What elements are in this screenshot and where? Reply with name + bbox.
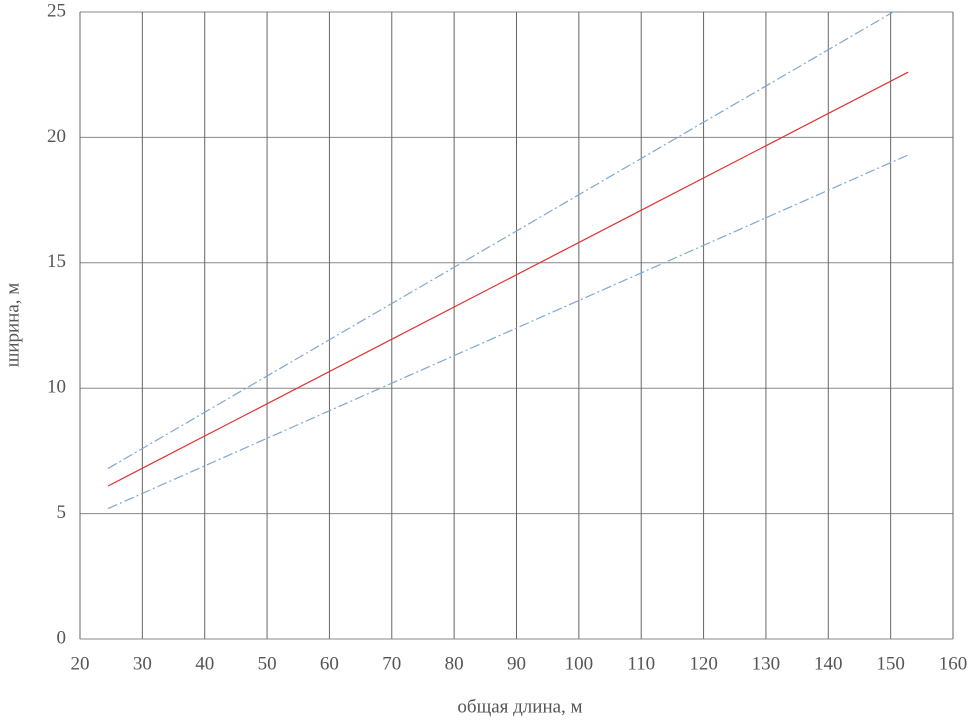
series-line: [107, 71, 909, 487]
x-tick-label: 150: [876, 653, 905, 674]
series-line: [107, 154, 909, 510]
x-tick-label: 70: [382, 653, 401, 674]
x-tick-label: 130: [752, 653, 781, 674]
y-tick-label: 25: [47, 0, 66, 21]
x-tick-label: 20: [71, 653, 90, 674]
x-tick-label: 100: [565, 653, 594, 674]
y-tick-label: 0: [57, 627, 67, 648]
x-tick-label: 80: [445, 653, 464, 674]
x-tick-label: 40: [195, 653, 214, 674]
x-tick-label: 60: [320, 653, 339, 674]
y-axis-label: ширина, м: [2, 283, 23, 368]
x-tick-label: 140: [814, 653, 843, 674]
x-tick-label: 110: [627, 653, 655, 674]
x-tick-label: 90: [507, 653, 526, 674]
y-tick-label: 15: [47, 251, 66, 272]
y-tick-label: 20: [47, 126, 66, 147]
x-tick-label: 50: [258, 653, 277, 674]
y-tick-label: 10: [47, 377, 66, 398]
y-tick-label: 5: [57, 502, 67, 523]
x-tick-label: 160: [939, 653, 968, 674]
series-line: [107, 11, 894, 469]
x-tick-label: 120: [689, 653, 718, 674]
x-axis-label: общая длина, м: [457, 696, 582, 717]
x-tick-label: 30: [133, 653, 152, 674]
